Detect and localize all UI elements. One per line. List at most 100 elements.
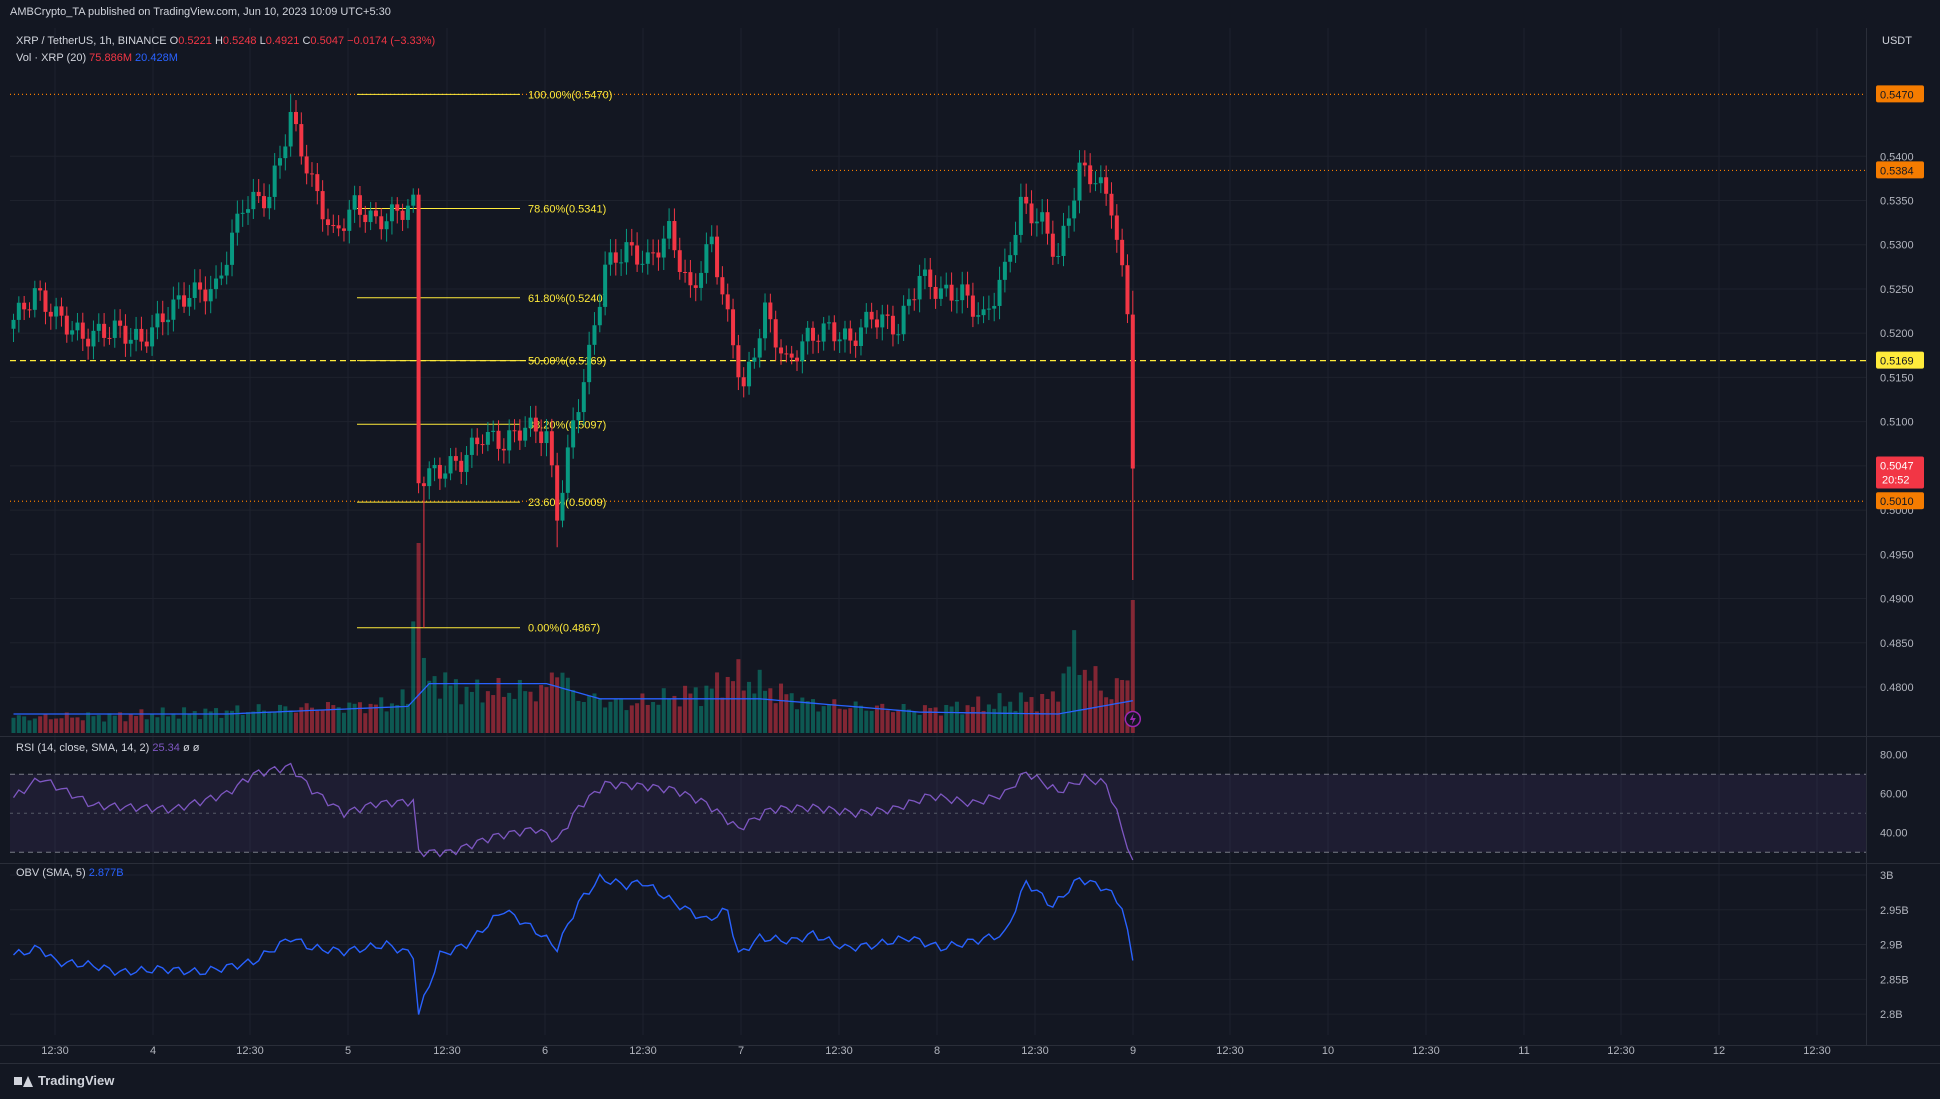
volume-bar [1093, 666, 1098, 733]
candle-body [1045, 212, 1050, 234]
volume-bar [262, 710, 267, 733]
volume-bar [246, 712, 251, 733]
volume-bar [432, 676, 437, 733]
volume-bar [395, 704, 400, 733]
candle-body [1077, 162, 1082, 201]
volume-bar [1024, 701, 1029, 733]
candle-body [1114, 215, 1119, 240]
candle-body [464, 454, 469, 472]
published-line: AMBCrypto_TA published on TradingView.co… [10, 6, 391, 18]
candle-body [725, 294, 730, 310]
candle-body [986, 308, 991, 310]
volume-bar [448, 685, 453, 733]
fib-level-label: 50.00%(0.5169) [528, 356, 606, 368]
candle-body [299, 124, 304, 157]
obv-title: OBV (SMA, 5) [16, 867, 86, 879]
candle-body [485, 431, 490, 445]
volume-bar [800, 697, 805, 733]
volume-bar [1120, 679, 1125, 733]
candle-body [219, 275, 224, 279]
candle-body [795, 357, 800, 362]
candle-body [283, 146, 288, 159]
volume-bar [475, 679, 480, 733]
volume-bar [187, 713, 192, 733]
candle-body [1050, 233, 1055, 257]
candle-body [539, 431, 544, 444]
volume-bar [816, 711, 821, 733]
volume-bar [198, 719, 203, 733]
candle-body [139, 328, 144, 342]
volume-bar [379, 697, 384, 733]
volume-bar [528, 691, 533, 733]
fibonacci-retracement [357, 93, 520, 629]
candle-body [768, 302, 773, 320]
candle-body [709, 236, 714, 245]
volume-bar [986, 704, 991, 733]
rsi-title: RSI (14, close, SMA, 14, 2) [16, 742, 150, 754]
candle-body [885, 314, 890, 316]
candle-body [842, 328, 847, 340]
volume-ma-line [13, 682, 1133, 715]
volume-bar [640, 693, 645, 733]
candle-body [1002, 261, 1007, 280]
candle-body [107, 337, 112, 339]
candle-body [16, 302, 21, 320]
candle-body [1024, 196, 1029, 204]
candle-body [155, 313, 160, 328]
candle-body [448, 456, 453, 474]
volume-bar [677, 706, 682, 733]
candle-body [720, 277, 725, 295]
volume-bar [459, 704, 464, 733]
volume-bar [667, 698, 672, 733]
candle-body [933, 286, 938, 299]
candle-body [405, 205, 410, 220]
time-axis-tick-label: 12:30 [41, 1045, 69, 1057]
candle-body [970, 295, 975, 317]
volume-bar [805, 701, 810, 733]
candle-body [981, 309, 986, 316]
volume-bar [1008, 701, 1013, 733]
candle-body [48, 311, 53, 317]
time-axis-tick-label: 12:30 [629, 1045, 657, 1057]
candle-body [123, 325, 128, 344]
candle-body [246, 209, 251, 213]
candle-body [416, 194, 421, 484]
candle-body [560, 492, 565, 521]
candle-body [1056, 255, 1061, 257]
volume-bar [384, 711, 389, 733]
volume-bar [656, 704, 661, 733]
volume-bar [469, 691, 474, 733]
candle-body [517, 430, 522, 441]
candle-body [160, 313, 165, 323]
volume-bar [741, 690, 746, 733]
candle-body [70, 330, 75, 335]
candle-body [240, 212, 245, 214]
volume-bar [1056, 701, 1061, 733]
candle-body [688, 272, 693, 286]
candle-body [293, 111, 298, 125]
volume-bar [965, 705, 970, 733]
time-axis-tick-label: 10 [1322, 1045, 1334, 1057]
volume-bar [981, 710, 986, 733]
volume-bar [1013, 710, 1018, 733]
volume-bar [944, 704, 949, 733]
volume-bar [1109, 699, 1114, 733]
price-axis-tick-label: 0.5300 [1880, 240, 1914, 252]
volume-bar [315, 710, 320, 733]
volume-bar [288, 710, 293, 733]
candle-body [304, 156, 309, 174]
volume-bar [150, 714, 155, 733]
volume-bar [320, 710, 325, 733]
volume-bar [869, 710, 874, 733]
candle-body [640, 263, 645, 265]
volume-bar [635, 703, 640, 733]
price-axis-tick-label: 0.4800 [1880, 682, 1914, 694]
volume-bar [842, 709, 847, 733]
volume-bar [480, 702, 485, 733]
candle-body [331, 225, 336, 227]
candle-body [501, 448, 506, 451]
volume-bar [773, 703, 778, 733]
candle-body [901, 305, 906, 335]
volume-bar [224, 710, 229, 733]
